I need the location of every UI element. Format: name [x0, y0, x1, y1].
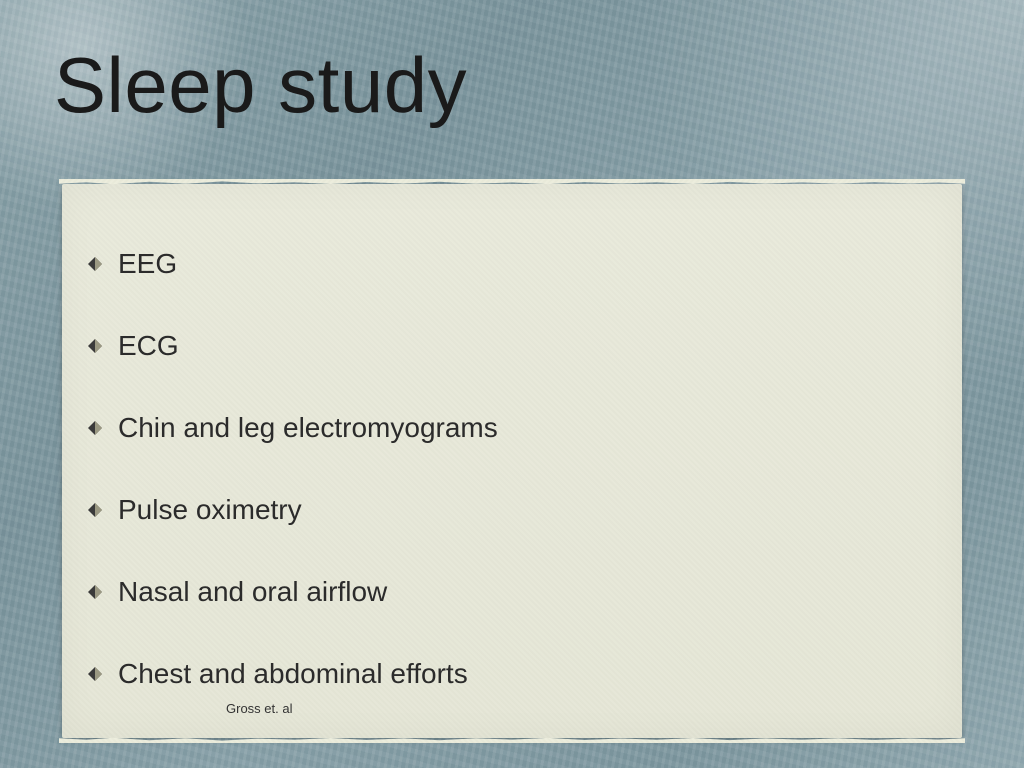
- bullet-text: Pulse oximetry: [118, 494, 302, 526]
- list-item: ECG: [88, 330, 936, 362]
- list-item: Nasal and oral airflow: [88, 576, 936, 608]
- slide-title: Sleep study: [54, 40, 467, 131]
- slide-background: Sleep study EEG ECG Chin and leg electro…: [0, 0, 1024, 768]
- content-card: EEG ECG Chin and leg electromyograms Pul…: [62, 184, 962, 738]
- diamond-bullet-icon: [88, 585, 102, 599]
- list-item: EEG: [88, 248, 936, 280]
- diamond-bullet-icon: [88, 421, 102, 435]
- list-item: Chest and abdominal efforts: [88, 658, 936, 690]
- bullet-text: Chin and leg electromyograms: [118, 412, 498, 444]
- bullet-list: EEG ECG Chin and leg electromyograms Pul…: [88, 248, 936, 690]
- diamond-bullet-icon: [88, 667, 102, 681]
- diamond-bullet-icon: [88, 339, 102, 353]
- bullet-text: ECG: [118, 330, 179, 362]
- list-item: Chin and leg electromyograms: [88, 412, 936, 444]
- diamond-bullet-icon: [88, 257, 102, 271]
- list-item: Pulse oximetry: [88, 494, 936, 526]
- bullet-text: EEG: [118, 248, 177, 280]
- citation-text: Gross et. al: [226, 701, 292, 716]
- bullet-text: Nasal and oral airflow: [118, 576, 387, 608]
- diamond-bullet-icon: [88, 503, 102, 517]
- bullet-text: Chest and abdominal efforts: [118, 658, 468, 690]
